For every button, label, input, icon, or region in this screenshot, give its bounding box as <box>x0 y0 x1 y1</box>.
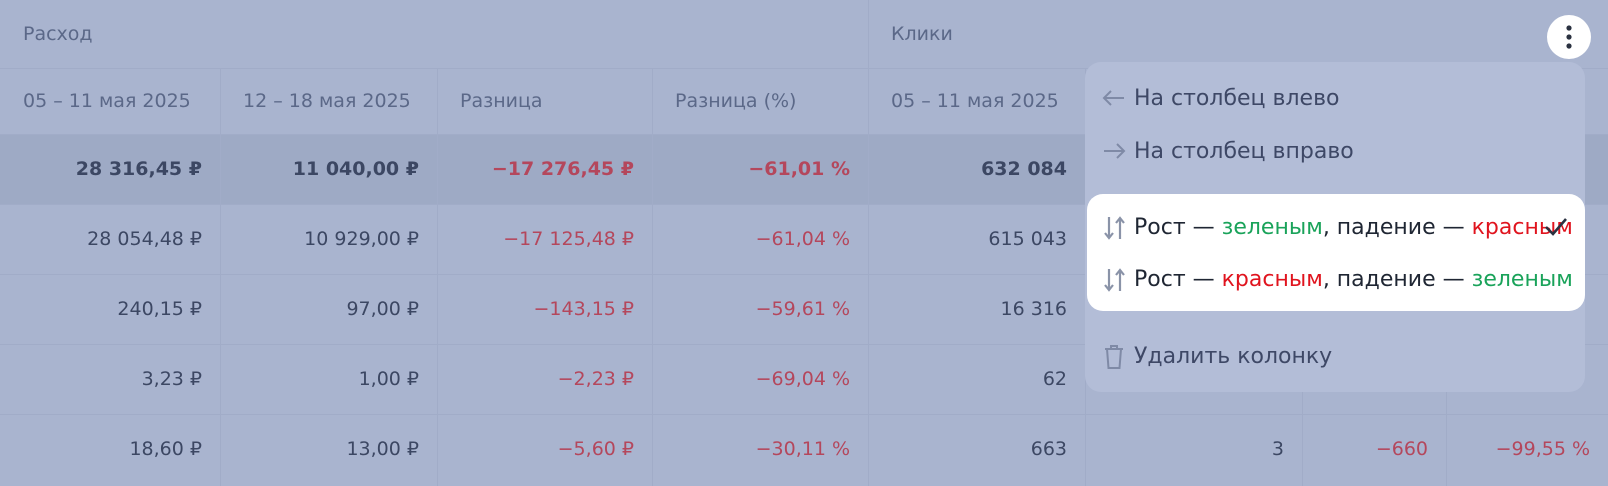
cell: 18,60 ₽ <box>129 438 202 460</box>
trash-icon <box>1105 345 1123 369</box>
grid-line <box>652 68 653 486</box>
cell: 3 <box>1271 438 1284 460</box>
column-header: 05 – 11 мая 2025 <box>891 90 1059 112</box>
cell: 13,00 ₽ <box>346 438 419 460</box>
cell: −143,15 ₽ <box>533 298 634 320</box>
column-header: Разница (%) <box>675 90 797 112</box>
group-header: Расход <box>23 23 93 45</box>
cell: 28 316,45 ₽ <box>75 158 202 180</box>
menu-item[interactable]: Рост — красным, падение — зеленым <box>1134 259 1573 299</box>
cell: −2,23 ₽ <box>557 368 634 390</box>
column-header: 05 – 11 мая 2025 <box>23 90 191 112</box>
menu-item[interactable]: На столбец влево <box>1134 85 1340 111</box>
cell: −61,04 % <box>755 228 850 250</box>
text: Рост — <box>1134 214 1222 240</box>
cell: 3,23 ₽ <box>141 368 202 390</box>
sort-icon <box>1104 268 1125 292</box>
grid-line <box>0 204 1608 205</box>
menu-item[interactable]: На столбец вправо <box>1134 138 1354 164</box>
cell: −660 <box>1375 438 1428 460</box>
grid-line <box>220 68 221 486</box>
text: красным <box>1221 266 1323 292</box>
text: , падение — <box>1322 266 1472 292</box>
cell: 62 <box>1042 368 1067 390</box>
text: зеленым <box>1471 266 1573 292</box>
color-options <box>1087 194 1585 311</box>
cell: −30,11 % <box>755 438 850 460</box>
grid-line <box>0 134 1608 135</box>
grid-line <box>0 274 1608 275</box>
cell: 1,00 ₽ <box>358 368 419 390</box>
column-header: 12 – 18 мая 2025 <box>243 90 411 112</box>
cell: −59,61 % <box>755 298 850 320</box>
group-header: Клики <box>891 23 953 45</box>
cell: −5,60 ₽ <box>557 438 634 460</box>
grid-line <box>868 0 869 486</box>
arrow-left-icon <box>1102 90 1124 106</box>
cell: 240,15 ₽ <box>117 298 202 320</box>
cell: −69,04 % <box>755 368 850 390</box>
cell: 632 084 <box>981 158 1067 180</box>
cell: −61,01 % <box>748 158 850 180</box>
menu-item[interactable]: Рост — зеленым, падение — красным <box>1134 207 1573 247</box>
more-button[interactable] <box>1545 13 1593 61</box>
text: зеленым <box>1221 214 1323 240</box>
cell: 16 316 <box>1000 298 1067 320</box>
cell: 663 <box>1030 438 1067 460</box>
cell: 97,00 ₽ <box>346 298 419 320</box>
grid-line <box>437 68 438 486</box>
cell: −17 125,48 ₽ <box>503 228 634 250</box>
grid-line <box>0 344 1608 345</box>
check-icon <box>1545 218 1567 236</box>
text: Рост — <box>1134 266 1222 292</box>
cell: −17 276,45 ₽ <box>491 158 634 180</box>
cell: −99,55 % <box>1495 438 1590 460</box>
text: красным <box>1471 214 1573 240</box>
grid-line <box>0 68 1608 69</box>
column-header: Разница <box>460 90 543 112</box>
sort-icon <box>1104 216 1125 240</box>
text: , падение — <box>1322 214 1472 240</box>
cell: 615 043 <box>988 228 1067 250</box>
cell: 10 929,00 ₽ <box>304 228 419 250</box>
grid-line <box>0 414 1608 415</box>
cell: 28 054,48 ₽ <box>87 228 202 250</box>
cell: 11 040,00 ₽ <box>292 158 419 180</box>
arrow-right-icon <box>1104 143 1126 159</box>
menu-item[interactable]: Удалить колонку <box>1134 343 1333 369</box>
